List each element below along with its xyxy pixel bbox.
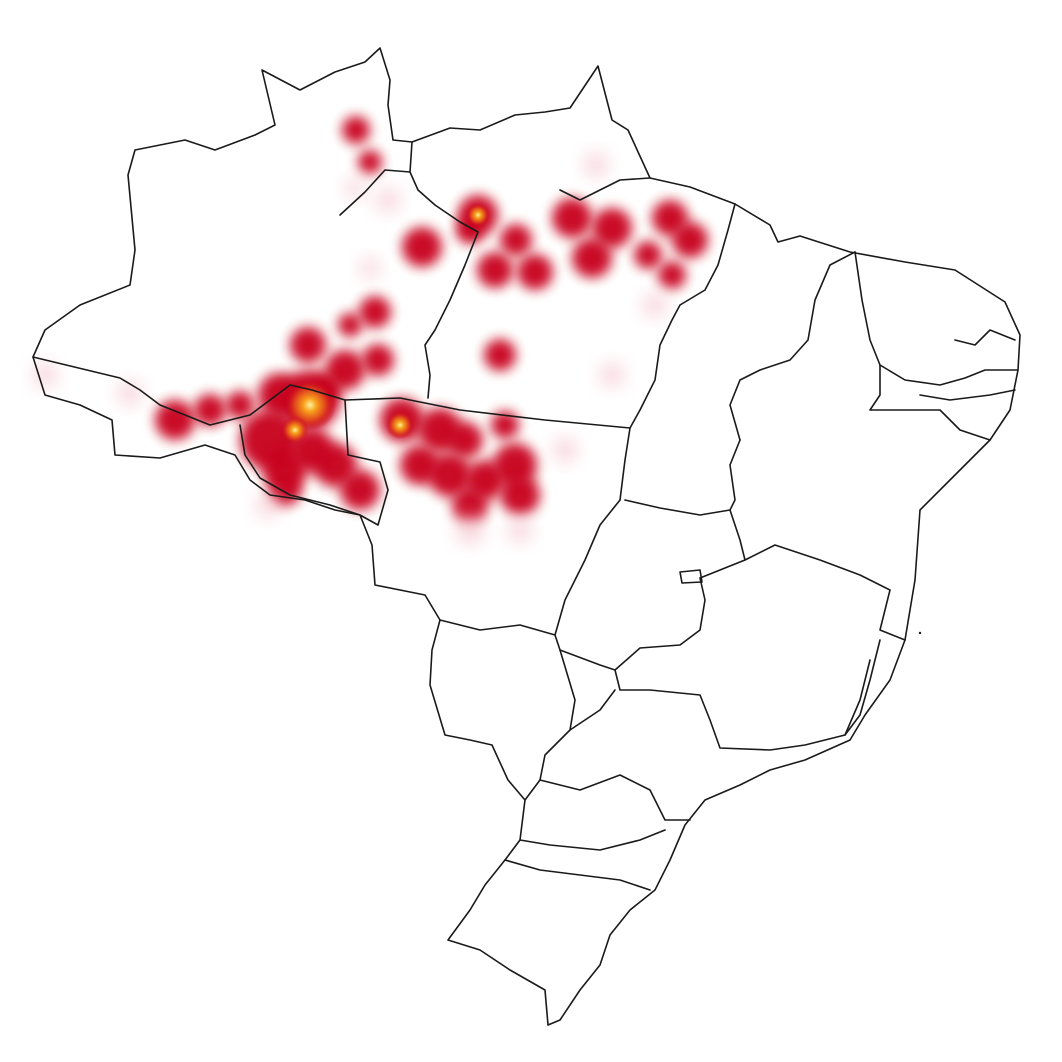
heat-point: [456, 516, 484, 544]
heat-point: [338, 313, 362, 337]
heat-point: [592, 208, 632, 248]
heat-point: [477, 252, 513, 288]
heat-point: [643, 293, 667, 317]
heat-point: [553, 438, 577, 462]
heat-point: [340, 470, 380, 510]
heat-point: [517, 254, 553, 290]
heat-point: [359, 296, 391, 328]
heat-point: [358, 150, 382, 174]
heatmap-layer: [33, 116, 708, 544]
heat-point: [402, 227, 442, 267]
heat-point: [500, 475, 540, 515]
heat-point: [508, 518, 532, 542]
heat-hotspot: [386, 411, 414, 439]
heat-point: [194, 394, 226, 426]
heat-point: [491, 411, 519, 439]
heat-point: [552, 198, 592, 238]
heat-point: [634, 241, 662, 269]
heat-point: [362, 344, 394, 376]
heat-point: [672, 222, 708, 258]
heat-point: [345, 178, 365, 198]
heat-hotspot: [466, 203, 490, 227]
heat-point: [325, 350, 365, 390]
brazil-outline: [32, 47, 1021, 1026]
heat-point: [155, 400, 195, 440]
heat-point: [500, 224, 532, 256]
heat-point: [256, 493, 280, 517]
heat-point: [342, 116, 370, 144]
heat-point: [452, 487, 488, 523]
heat-point: [484, 339, 516, 371]
heat-hotspot: [281, 416, 309, 444]
heat-point: [428, 453, 472, 497]
coast-island-marker: [918, 631, 922, 635]
heat-point: [290, 327, 326, 363]
state-borders: [32, 141, 1019, 891]
heat-point: [226, 391, 254, 419]
heat-point: [600, 363, 624, 387]
heat-point: [360, 258, 380, 278]
heat-point: [658, 261, 686, 289]
heat-point: [33, 363, 57, 387]
heat-point: [572, 238, 612, 278]
heat-point: [447, 422, 483, 458]
heat-point: [376, 188, 400, 212]
heat-point: [584, 153, 608, 177]
